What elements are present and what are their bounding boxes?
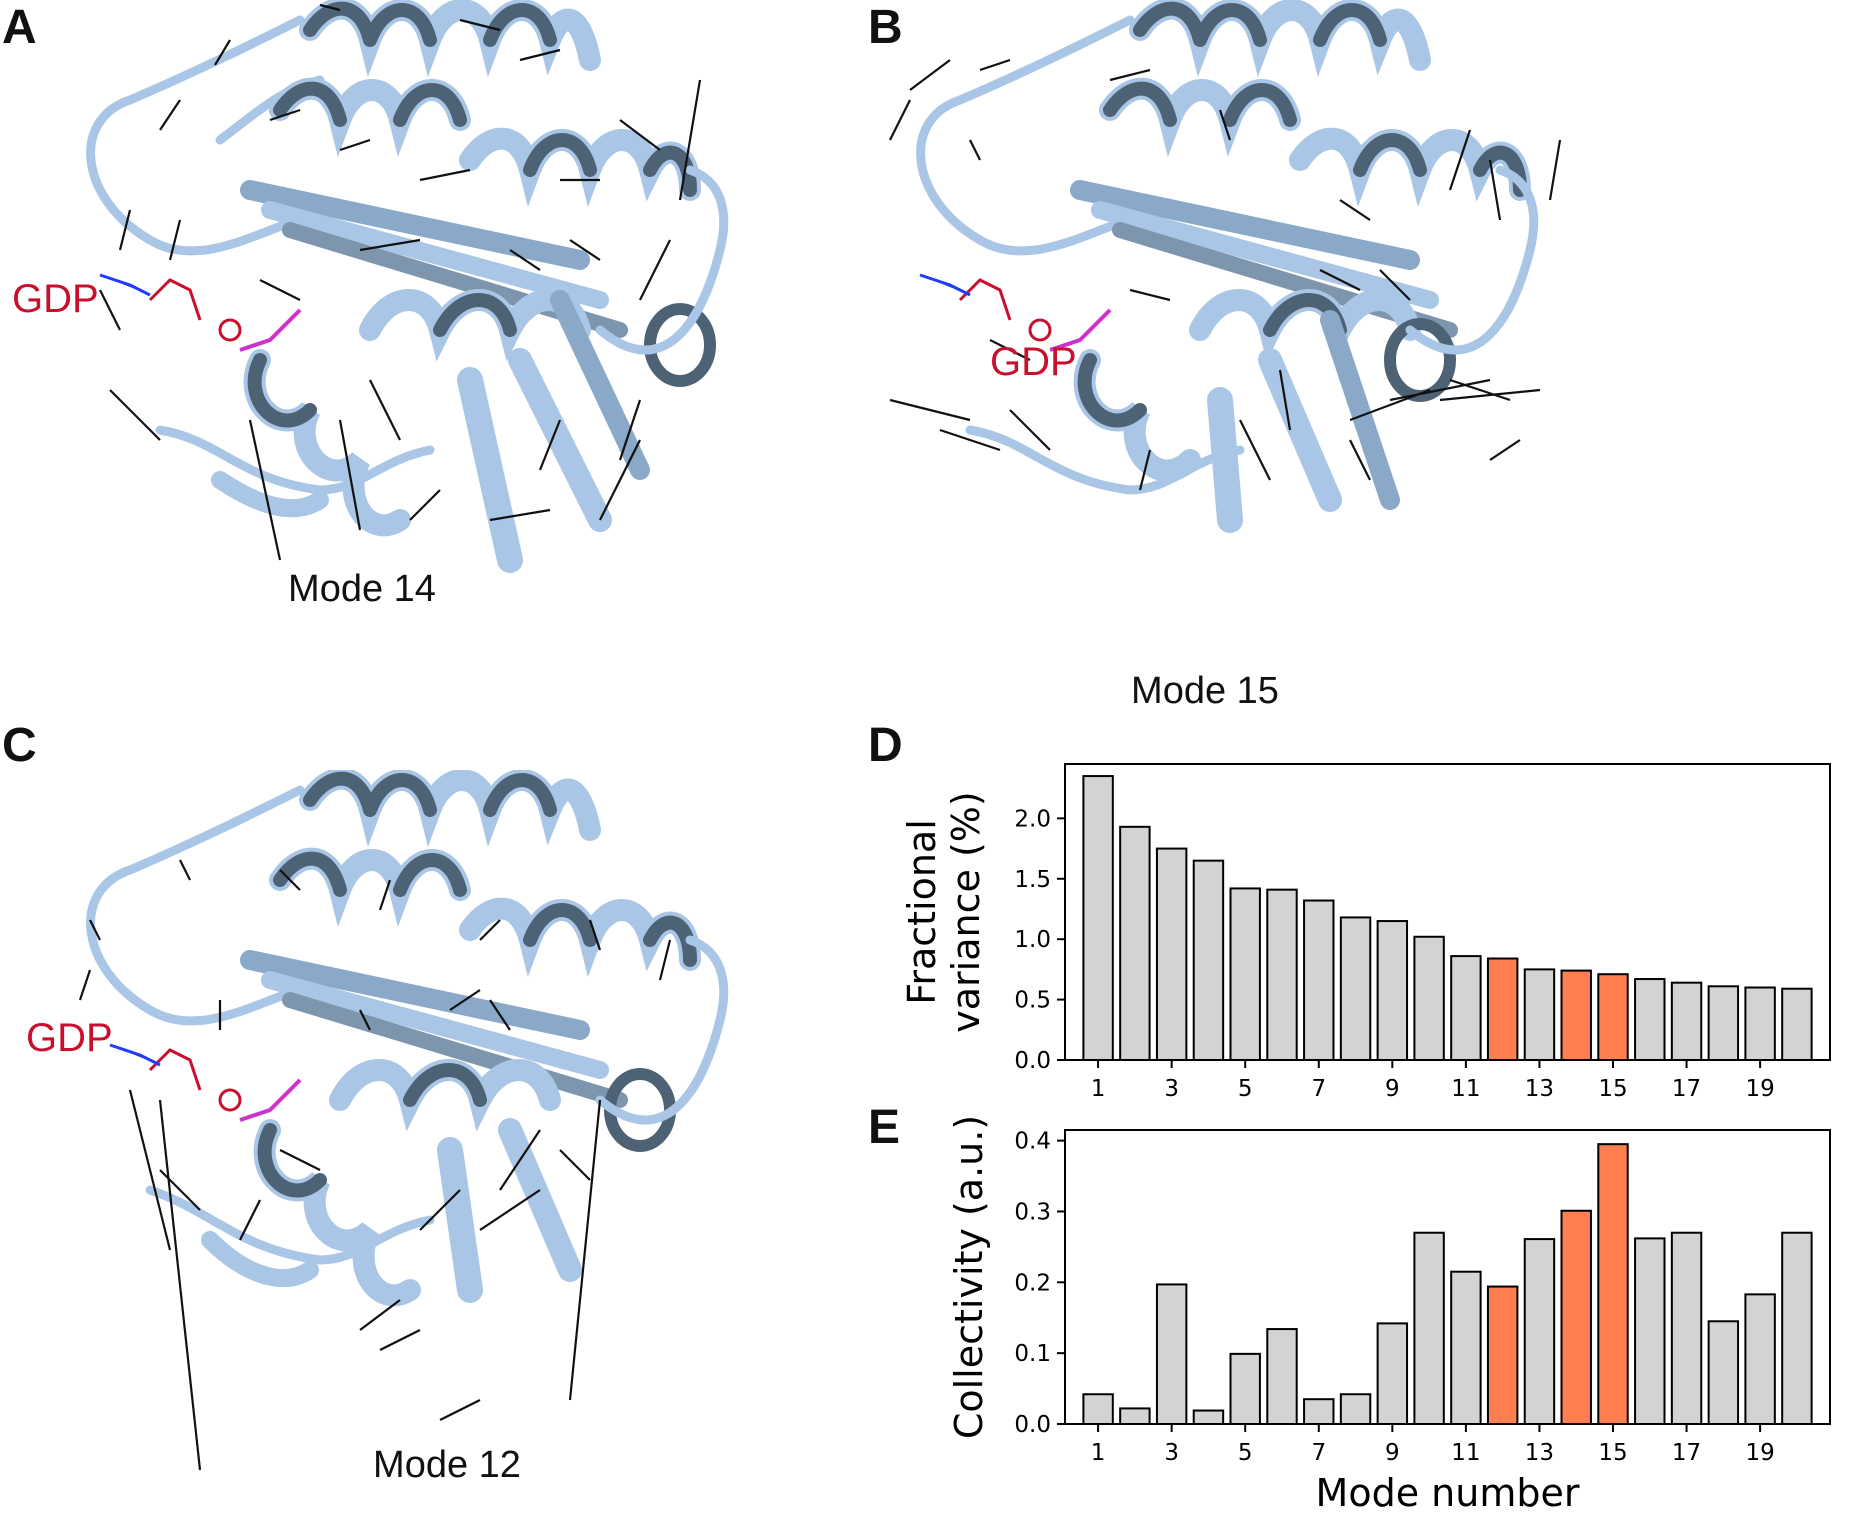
protein-structure-c xyxy=(78,770,729,1471)
chart-d-xtick-label: 3 xyxy=(1164,1076,1179,1102)
chart-d-bar-17 xyxy=(1670,981,1703,1061)
chart-e-xtick-label: 17 xyxy=(1672,1440,1701,1466)
chart-e-bar-4 xyxy=(1192,1409,1225,1426)
chart-d-bar-12 xyxy=(1486,957,1519,1061)
chart-e-xtick-label: 7 xyxy=(1311,1440,1326,1466)
chart-d-bar-10 xyxy=(1413,935,1445,1061)
chart-e-xtick-label: 11 xyxy=(1451,1440,1480,1466)
chart-e-xlabel: Mode number xyxy=(1316,1471,1580,1515)
chart-e-bar-13 xyxy=(1523,1238,1556,1425)
chart-e-xtick-label: 13 xyxy=(1525,1440,1554,1466)
chart-d-frame xyxy=(1064,763,1831,1061)
chart-e-bar-10 xyxy=(1413,1231,1445,1426)
protein-structure-b xyxy=(889,0,1562,533)
chart-e-xtick-label: 19 xyxy=(1745,1440,1774,1466)
mode-caption-b: Mode 15 xyxy=(1131,670,1279,712)
chart-d-bar-20 xyxy=(1781,987,1813,1062)
chart-d-xtick-label: 9 xyxy=(1385,1076,1400,1102)
chart-d-bar-6 xyxy=(1266,888,1298,1061)
chart-d-xtick-label: 13 xyxy=(1525,1076,1554,1102)
mode-caption-c: Mode 12 xyxy=(373,1444,521,1486)
chart-d-bar-1 xyxy=(1082,775,1114,1061)
chart-d-ylabel: Fractional xyxy=(900,819,944,1005)
chart-e-bar-18 xyxy=(1707,1320,1740,1425)
chart-e-bar-20 xyxy=(1781,1231,1813,1426)
chart-e-bar-14 xyxy=(1560,1209,1592,1426)
chart-e-ytick-label: 0.1 xyxy=(1014,1341,1051,1367)
chart-e-ytick-label: 0.4 xyxy=(1014,1129,1051,1155)
panel-letter-a: A xyxy=(2,1,37,54)
chart-e-xtick-label: 15 xyxy=(1598,1440,1627,1466)
chart-e-bar-9 xyxy=(1376,1322,1409,1426)
panel-letter-e: E xyxy=(868,1101,901,1154)
chart-d-ytick-label: 0.0 xyxy=(1014,1048,1051,1074)
chart-e-ylabel: Collectivity (a.u.) xyxy=(947,1115,991,1439)
chart-e-ytick-label: 0.2 xyxy=(1014,1270,1051,1296)
chart-e-xtick-label: 3 xyxy=(1164,1440,1179,1466)
protein-structure-a xyxy=(86,0,729,573)
chart-e-bar-6 xyxy=(1266,1328,1298,1425)
chart-d-ylabel: variance (%) xyxy=(944,791,988,1032)
chart-e-ytick-label: 0.0 xyxy=(1014,1412,1051,1438)
panel-letter-b: B xyxy=(868,1,903,54)
chart-d-bar-3 xyxy=(1155,847,1188,1061)
chart-d-bar-4 xyxy=(1192,859,1225,1062)
chart-d-ytick-label: 1.5 xyxy=(1014,867,1051,893)
chart-d-bar-13 xyxy=(1523,968,1556,1061)
chart-d-bar-18 xyxy=(1707,985,1740,1062)
chart-e-bar-17 xyxy=(1670,1231,1703,1426)
chart-e-bar-1 xyxy=(1082,1393,1114,1425)
chart-d-xtick-label: 1 xyxy=(1091,1076,1106,1102)
chart-d-bar-16 xyxy=(1634,978,1666,1061)
chart-d-bar-7 xyxy=(1303,899,1335,1062)
mode-caption-a: Mode 14 xyxy=(288,568,436,610)
chart-d-bar-11 xyxy=(1450,955,1482,1061)
chart-d-bar-8 xyxy=(1339,916,1372,1061)
chart-d-ytick-label: 1.0 xyxy=(1014,927,1051,953)
panel-letter-d: D xyxy=(868,719,903,772)
ligand-label-c: GDP xyxy=(26,1016,113,1060)
chart-d-ytick-label: 0.5 xyxy=(1014,988,1051,1014)
chart-e-bar-3 xyxy=(1155,1283,1188,1426)
chart-d-xtick-label: 5 xyxy=(1238,1076,1253,1102)
chart-e-xtick-label: 9 xyxy=(1385,1440,1400,1466)
chart-d-bar-19 xyxy=(1744,986,1776,1061)
chart-e-frame xyxy=(1064,1129,1831,1425)
chart-d-xtick-label: 11 xyxy=(1451,1076,1480,1102)
chart-e-bar-19 xyxy=(1744,1293,1776,1425)
chart-e-bar-15 xyxy=(1597,1143,1629,1426)
chart-e-bar-11 xyxy=(1450,1270,1482,1426)
chart-e-bar-5 xyxy=(1229,1352,1261,1426)
panel-letter-c: C xyxy=(2,719,37,772)
chart-d-xtick-label: 17 xyxy=(1672,1076,1701,1102)
chart-e-xtick-label: 1 xyxy=(1091,1440,1106,1466)
chart-d-xtick-label: 7 xyxy=(1311,1076,1326,1102)
chart-e-bar-16 xyxy=(1634,1237,1666,1426)
ligand-label-b: GDP xyxy=(990,340,1077,384)
chart-e-bar-2 xyxy=(1119,1407,1151,1425)
chart-e-bar-8 xyxy=(1339,1393,1372,1425)
chart-d-bar-15 xyxy=(1597,973,1629,1061)
chart-e-xtick-label: 5 xyxy=(1238,1440,1253,1466)
chart-d-xtick-label: 15 xyxy=(1598,1076,1627,1102)
chart-d-bar-14 xyxy=(1560,969,1592,1062)
chart-d-ytick-label: 2.0 xyxy=(1014,806,1051,832)
chart-e-ytick-label: 0.3 xyxy=(1014,1199,1051,1225)
chart-e-bar-7 xyxy=(1303,1398,1335,1426)
chart-e-bar-12 xyxy=(1486,1285,1519,1425)
chart-d-bar-5 xyxy=(1229,887,1261,1061)
chart-d-xtick-label: 19 xyxy=(1745,1076,1774,1102)
chart-d-bar-2 xyxy=(1119,825,1151,1061)
chart-d-bar-9 xyxy=(1376,920,1409,1061)
ligand-label-a: GDP xyxy=(12,277,99,321)
